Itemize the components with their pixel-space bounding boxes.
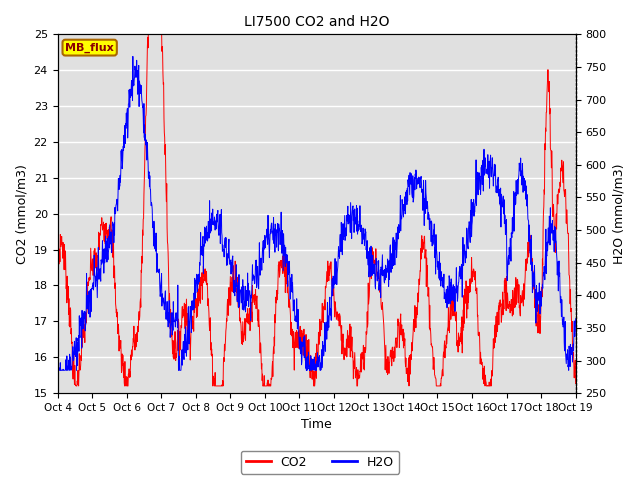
- CO2: [94, 254, 102, 260]
- H2O: [94, 276, 102, 282]
- H2O: [115, 177, 122, 183]
- CO2: [285, 304, 292, 310]
- Text: MB_flux: MB_flux: [65, 42, 114, 53]
- Legend: CO2, H2O: CO2, H2O: [241, 451, 399, 474]
- H2O: [294, 320, 301, 326]
- Title: LI7500 CO2 and H2O: LI7500 CO2 and H2O: [244, 15, 389, 29]
- H2O: [129, 54, 137, 60]
- CO2: [572, 381, 579, 386]
- CO2: [274, 276, 282, 282]
- H2O: [349, 204, 356, 210]
- H2O: [572, 316, 579, 322]
- Y-axis label: H2O (mmol/m3): H2O (mmol/m3): [612, 164, 625, 264]
- CO2: [72, 383, 80, 389]
- Line: H2O: H2O: [58, 57, 575, 370]
- H2O: [274, 221, 282, 227]
- CO2: [145, 24, 152, 30]
- CO2: [294, 329, 302, 335]
- Line: CO2: CO2: [58, 27, 575, 386]
- Y-axis label: CO2 (mmol/m3): CO2 (mmol/m3): [15, 164, 28, 264]
- CO2: [349, 356, 357, 362]
- H2O: [54, 367, 61, 373]
- CO2: [115, 348, 123, 354]
- CO2: [54, 261, 61, 266]
- H2O: [285, 272, 292, 277]
- X-axis label: Time: Time: [301, 419, 332, 432]
